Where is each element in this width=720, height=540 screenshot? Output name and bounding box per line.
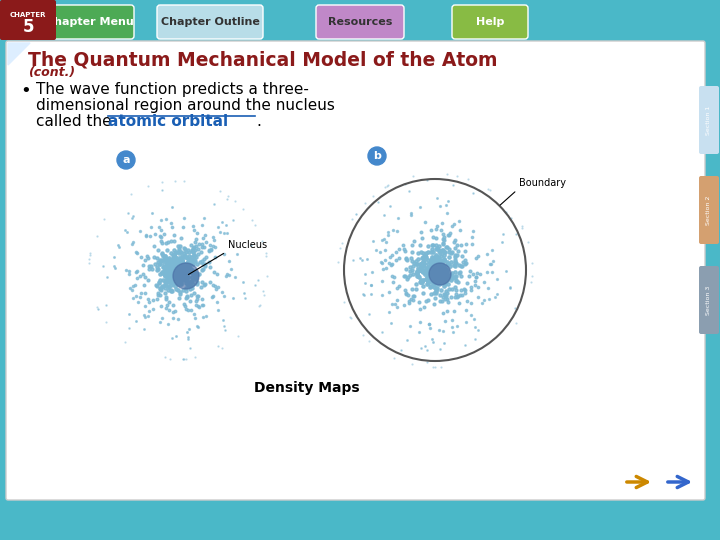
FancyBboxPatch shape	[6, 41, 705, 500]
Text: Density Maps: Density Maps	[253, 381, 359, 395]
Text: Section 3: Section 3	[706, 285, 711, 315]
Text: (cont.): (cont.)	[28, 66, 75, 79]
Text: Section 2: Section 2	[706, 195, 711, 225]
Text: called the: called the	[36, 114, 117, 129]
Text: dimensional region around the nucleus: dimensional region around the nucleus	[36, 98, 335, 113]
FancyBboxPatch shape	[46, 5, 134, 39]
FancyBboxPatch shape	[699, 86, 719, 154]
Text: .: .	[256, 114, 261, 129]
Text: Nucleus: Nucleus	[228, 240, 267, 250]
FancyBboxPatch shape	[316, 5, 404, 39]
Text: •: •	[20, 82, 31, 100]
Text: Chapter Outline: Chapter Outline	[161, 17, 259, 27]
Text: Chapter Menu: Chapter Menu	[46, 17, 134, 27]
Circle shape	[368, 147, 386, 165]
Text: Help: Help	[476, 17, 504, 27]
Text: Resources: Resources	[328, 17, 392, 27]
Text: b: b	[373, 151, 381, 161]
Circle shape	[173, 263, 199, 289]
Circle shape	[429, 263, 451, 285]
FancyBboxPatch shape	[699, 266, 719, 334]
FancyBboxPatch shape	[699, 176, 719, 244]
FancyBboxPatch shape	[452, 5, 528, 39]
Text: Section 1: Section 1	[706, 105, 711, 134]
Circle shape	[117, 151, 135, 169]
Text: The wave function predicts a three-: The wave function predicts a three-	[36, 82, 309, 97]
FancyBboxPatch shape	[0, 0, 720, 40]
Text: 5: 5	[22, 18, 34, 36]
Text: Boundary: Boundary	[519, 178, 566, 188]
FancyBboxPatch shape	[157, 5, 263, 39]
Text: a: a	[122, 155, 130, 165]
Polygon shape	[8, 43, 30, 65]
Text: CHAPTER: CHAPTER	[10, 12, 46, 18]
Text: atomic orbital: atomic orbital	[108, 114, 228, 129]
Text: The Quantum Mechanical Model of the Atom: The Quantum Mechanical Model of the Atom	[28, 50, 498, 69]
FancyBboxPatch shape	[0, 0, 56, 40]
